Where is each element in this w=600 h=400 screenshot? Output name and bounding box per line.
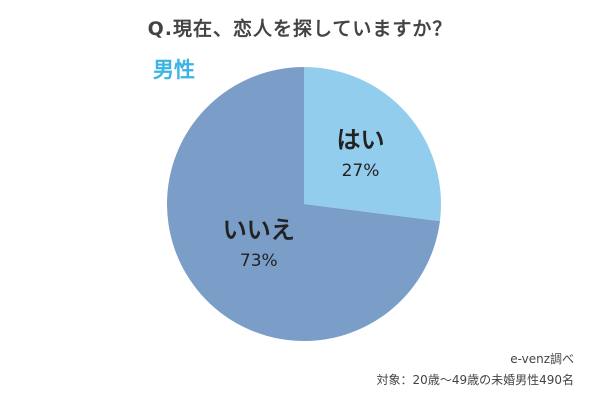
chart-subtitle: 男性 <box>153 58 195 82</box>
pie-slice-1 <box>166 67 440 342</box>
pie-slice-0 <box>304 67 441 222</box>
chart-title: Q.現在、恋人を探していますか？ <box>147 18 453 40</box>
slice-value-1: 73% <box>240 251 278 271</box>
slice-label-0: はい <box>337 126 385 154</box>
slice-label-1: いいえ <box>223 216 295 244</box>
target-note: 対象：20歳〜49歳の未婚男性490名 <box>376 373 574 387</box>
slice-value-0: 27% <box>342 161 380 181</box>
source-note: e-venz調べ <box>510 352 574 366</box>
